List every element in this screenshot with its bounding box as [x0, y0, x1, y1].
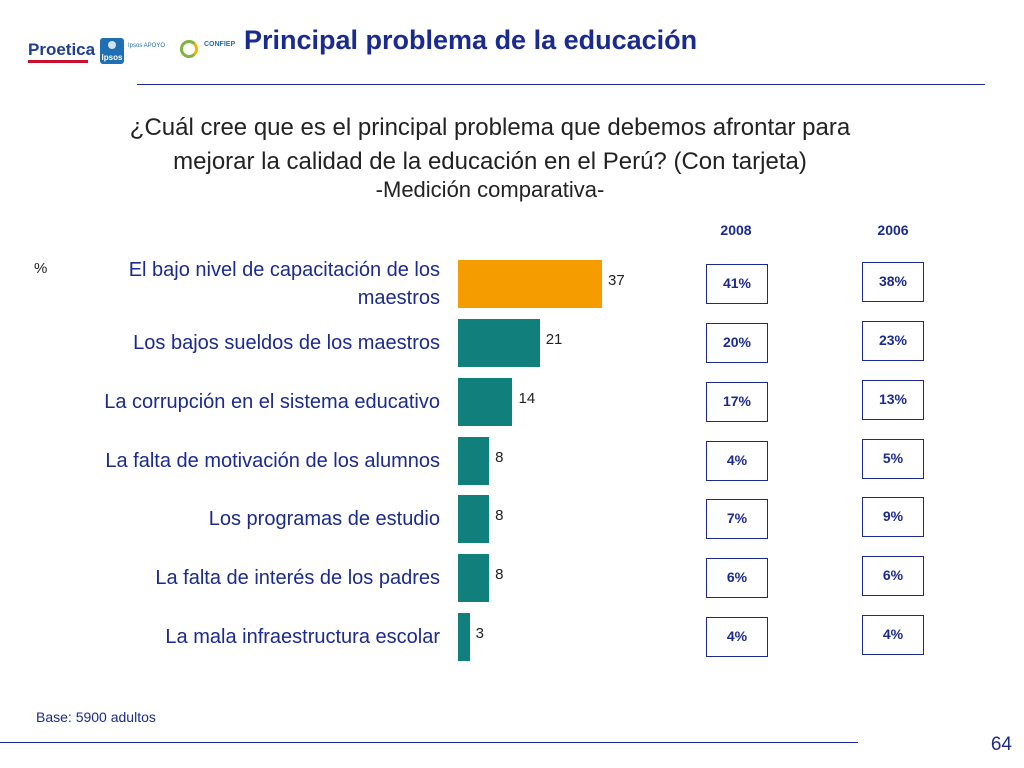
category-label: El bajo nivel de capacitación de los mae… — [128, 259, 440, 309]
base-note: Base: 5900 adultos — [36, 709, 156, 725]
confiep-logo: CONFIEP — [204, 41, 236, 48]
value-box-2006: 4% — [862, 615, 924, 655]
question-line-1: ¿Cuál cree que es el principal problema … — [129, 114, 851, 141]
question-line-2: mejorar la calidad de la educación en el… — [173, 148, 807, 175]
bar — [458, 613, 470, 661]
bar — [458, 378, 513, 426]
value-box-2008: 7% — [706, 499, 768, 539]
survey-question: ¿Cuál cree que es el principal problema … — [40, 111, 940, 179]
category-label: Los programas de estudio — [208, 508, 440, 530]
page-number: 64 — [990, 734, 1012, 755]
footer-divider — [0, 742, 858, 743]
question-subtitle: -Medición comparativa- — [375, 177, 605, 202]
category-label: Los bajos sueldos de los maestros — [133, 332, 440, 354]
value-box-2008: 6% — [706, 558, 768, 598]
confiep-logo-icon — [180, 40, 198, 58]
sponsor-logos: Proetica Ipsos Ipsos APOYO CONFIEP — [22, 36, 242, 68]
bar — [458, 495, 490, 543]
value-box-2008: 4% — [706, 441, 768, 481]
value-box-2008: 41% — [706, 264, 768, 304]
bar-value-label: 8 — [495, 566, 504, 583]
category-label: La mala infraestructura escolar — [165, 626, 440, 648]
ipsos-logo-mark — [108, 41, 116, 49]
category-label: La falta de interés de los padres — [155, 567, 440, 589]
value-box-2008: 20% — [706, 323, 768, 363]
title-divider — [137, 84, 985, 85]
bar-value-label: 37 — [608, 272, 625, 289]
bar-value-label: 8 — [495, 507, 504, 524]
column-header-2008: 2008 — [720, 222, 752, 238]
proetica-logo-underline — [28, 60, 88, 63]
category-label: La falta de motivación de los alumnos — [105, 450, 440, 472]
value-box-2006: 9% — [862, 497, 924, 537]
bar — [458, 554, 490, 602]
proetica-logo: Proetica — [28, 40, 96, 59]
unit-label: % — [34, 260, 48, 277]
page-title: Principal problema de la educación — [244, 25, 698, 55]
bar — [458, 437, 490, 485]
value-box-2006: 5% — [862, 439, 924, 479]
bar-value-label: 14 — [518, 390, 536, 407]
bar — [458, 260, 602, 308]
category-label: La corrupción en el sistema educativo — [104, 391, 440, 413]
ipsos-apoyo-logo: Ipsos APOYO — [128, 43, 166, 49]
value-box-2006: 13% — [862, 380, 924, 420]
bar-value-label: 21 — [545, 331, 563, 348]
value-box-2008: 4% — [706, 617, 768, 657]
value-box-2008: 17% — [706, 382, 768, 422]
value-box-2006: 23% — [862, 321, 924, 361]
value-box-2006: 6% — [862, 556, 924, 596]
bar — [458, 319, 540, 367]
value-box-2006: 38% — [862, 262, 924, 302]
bar-value-label: 3 — [475, 625, 485, 642]
bar-value-label: 8 — [495, 449, 504, 466]
column-header-2006: 2006 — [877, 222, 909, 238]
